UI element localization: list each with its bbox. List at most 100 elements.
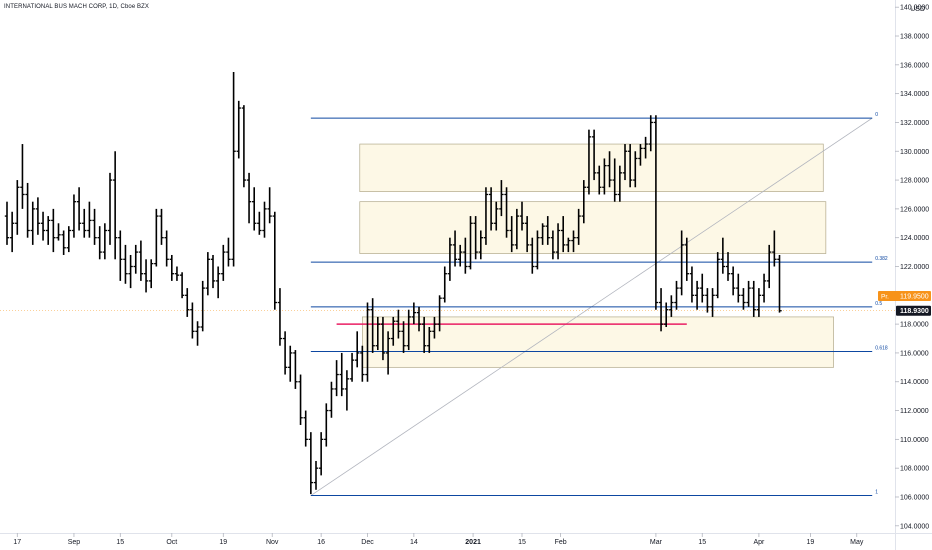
ohlc-bar: [210, 254, 216, 289]
ohlc-bar: [92, 208, 97, 245]
y-tick-label: 136.0000: [900, 62, 929, 69]
ohlc-bar: [545, 216, 550, 245]
ohlc-bar: [751, 280, 756, 317]
ohlc-bar: [540, 223, 545, 245]
y-tick-label: 108.0000: [900, 466, 929, 473]
ohlc-bar: [355, 331, 360, 368]
fib-zones: [359, 143, 834, 368]
ohlc-bar: [674, 280, 679, 310]
ohlc-bar: [607, 151, 612, 188]
ohlc-bar: [730, 266, 736, 296]
y-tick-label: 132.0000: [900, 120, 929, 127]
ohlc-bar: [71, 194, 77, 238]
ohlc-bar: [638, 144, 643, 166]
ohlc-bar: [112, 151, 118, 260]
ohlc-bar: [349, 352, 355, 382]
ohlc-bar: [478, 230, 483, 260]
ohlc-bar: [725, 252, 731, 281]
ohlc-bar: [694, 280, 700, 310]
ohlc-bar: [463, 237, 468, 274]
price-tags: Pr. 119.9500 118.9300: [878, 291, 931, 316]
ohlc-bar: [643, 136, 648, 159]
ohlc-bar: [499, 180, 504, 217]
ohlc-bar: [257, 211, 262, 235]
fib-level-label: 0.5: [875, 301, 882, 307]
y-tick-label: 114.0000: [900, 379, 929, 386]
x-tick-label: May: [850, 539, 864, 546]
ohlc-bar: [756, 288, 762, 317]
ohlc-bar: [35, 197, 41, 235]
ohlc-bar: [509, 216, 514, 253]
x-tick-label: Sep: [68, 539, 81, 546]
y-tick-label: 130.0000: [900, 149, 929, 156]
ohlc-bar: [56, 223, 61, 241]
ohlc-bar: [566, 237, 571, 253]
ohlc-bar: [61, 230, 66, 255]
ohlc-bar: [277, 288, 283, 346]
ohlc-bar: [324, 403, 329, 447]
x-tick-label: Nov: [266, 539, 279, 546]
ohlc-bar: [406, 309, 411, 351]
ohlc-bar: [504, 187, 509, 238]
prev-price-tag: [878, 291, 931, 302]
ohlc-bar: [447, 237, 453, 281]
ohlc-bar: [561, 216, 566, 253]
ohlc-bar: [231, 72, 236, 267]
ohlc-bar: [221, 244, 226, 281]
ohlc-bar: [555, 223, 561, 260]
ohlc-bar: [437, 295, 442, 332]
ohlc-bar: [185, 288, 190, 317]
ohlc-bar: [20, 144, 25, 209]
ohlc-bars: [4, 72, 782, 495]
ohlc-bar: [772, 230, 777, 267]
x-tick-label: 15: [518, 539, 526, 546]
ohlc-bar: [102, 223, 108, 260]
ohlc-bar: [246, 172, 252, 224]
x-tick-label: 19: [807, 539, 815, 546]
ohlc-bar: [200, 280, 205, 332]
y-tick-label: 124.0000: [900, 235, 929, 242]
ohlc-bar: [442, 266, 447, 303]
ohlc-bar: [488, 187, 494, 231]
ohlc-bar: [586, 129, 592, 195]
ohlc-bar: [308, 432, 314, 495]
ohlc-bar: [612, 158, 617, 202]
ohlc-bar: [401, 321, 406, 353]
ohlc-bar: [123, 244, 128, 284]
fib-level-label: 1: [875, 490, 878, 496]
last-price-tag-value: 118.9300: [900, 308, 929, 315]
ohlc-bar: [421, 316, 427, 353]
ohlc-bar: [777, 254, 782, 313]
x-tick-label: 2021: [465, 539, 481, 546]
currency-label: USD: [910, 6, 925, 13]
ohlc-bar: [576, 208, 581, 245]
y-tick-label: 112.0000: [900, 408, 929, 415]
ohlc-bar: [30, 201, 35, 245]
ohlc-bar: [385, 331, 391, 375]
fib-zone-2: [362, 316, 834, 368]
ohlc-bar: [550, 230, 556, 260]
ohlc-bar: [391, 316, 396, 346]
ohlc-bar: [736, 273, 741, 303]
x-tick-label: 15: [698, 539, 706, 546]
ohlc-bar: [370, 298, 375, 353]
x-tick-label: Oct: [166, 539, 177, 546]
ohlc-bar: [76, 187, 82, 231]
ohlc-bar: [288, 345, 293, 382]
y-tick-label: 138.0000: [900, 34, 929, 41]
x-tick-label: Apr: [753, 539, 765, 546]
ohlc-bar: [705, 288, 710, 313]
y-tick-label: 104.0000: [900, 523, 929, 530]
ohlc-bar: [617, 165, 623, 202]
ohlc-bar: [741, 288, 746, 310]
ohlc-bar: [252, 187, 257, 231]
ohlc-bar: [746, 280, 751, 307]
fib-zone-1: [359, 201, 827, 254]
fib-level-label: 0.618: [875, 345, 888, 351]
x-tick-label: 14: [410, 539, 418, 546]
fib-level-label: 0: [875, 112, 878, 118]
ohlc-bar: [452, 230, 458, 267]
ohlc-bar: [107, 172, 113, 245]
y-tick-label: 122.0000: [900, 264, 929, 271]
